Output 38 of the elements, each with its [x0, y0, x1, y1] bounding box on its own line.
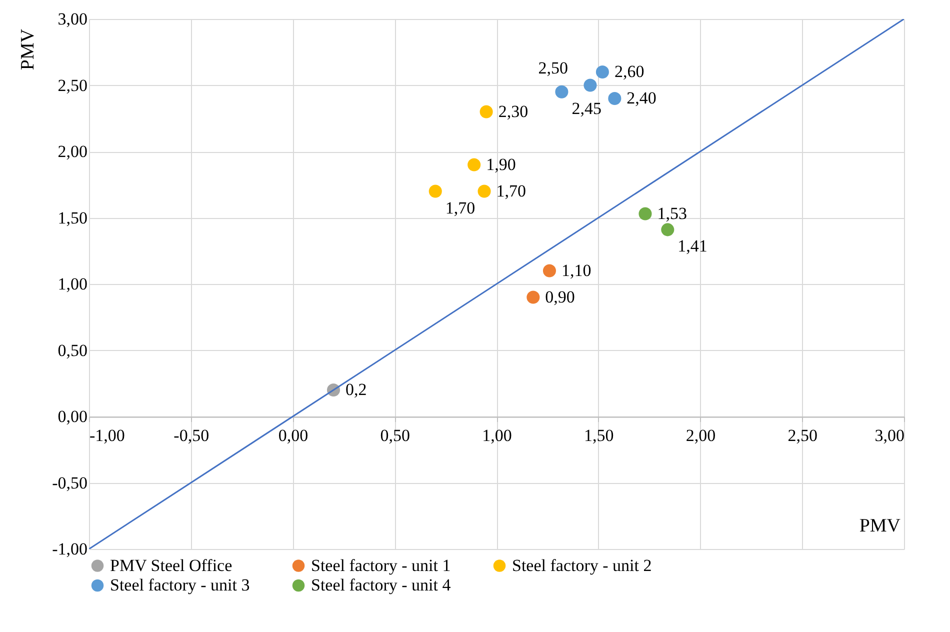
data-label: 1,10	[561, 260, 592, 280]
x-tick-label: 1,00	[482, 426, 512, 445]
data-label: 1,90	[486, 154, 516, 174]
x-tick-label: 3,00	[874, 426, 904, 445]
data-label: 2,50	[538, 58, 568, 78]
x-tick-label: -1,00	[90, 426, 125, 445]
legend-label: Steel factory - unit 4	[311, 576, 452, 594]
legend-label: Steel factory - unit 1	[311, 556, 451, 575]
x-tick-label: 0,00	[278, 426, 308, 445]
x-tick-label: 0,50	[380, 426, 410, 445]
data-label: 1,70	[445, 198, 476, 218]
x-tick-label: -0,50	[174, 426, 210, 445]
x-axis-title: PMV	[859, 516, 901, 536]
y-tick-label: 3,00	[58, 10, 88, 28]
x-tick-label: 1,50	[584, 426, 614, 445]
x-tick-label: 2,50	[788, 426, 818, 445]
data-label: 1,41	[678, 236, 708, 256]
legend-label: PMV Steel Office	[110, 556, 232, 575]
y-tick-label: 0,50	[58, 340, 88, 360]
y-tick-label: 2,50	[58, 76, 88, 95]
y-tick-label: -0,50	[52, 473, 88, 492]
y-tick-label: -1,00	[52, 540, 88, 558]
data-label: 0,90	[545, 287, 575, 306]
legend-label: Steel factory - unit 2	[512, 556, 652, 575]
data-label: 2,40	[626, 88, 656, 108]
data-label: 2,60	[614, 62, 644, 81]
data-label: 1,53	[657, 204, 687, 223]
data-label: 1,70	[496, 181, 526, 200]
data-label: 2,30	[498, 102, 528, 121]
y-tick-label: 2,00	[58, 142, 88, 161]
x-tick-label: 2,00	[686, 426, 716, 445]
data-label: 0,2	[346, 380, 367, 399]
y-tick-label: 1,50	[58, 208, 88, 228]
y-tick-label: 1,00	[58, 274, 88, 294]
y-axis-title: PMV	[18, 28, 38, 70]
legend-label: Steel factory - unit 3	[110, 576, 250, 594]
y-tick-label: 0,00	[58, 407, 88, 426]
data-label: 2,45	[572, 98, 602, 118]
